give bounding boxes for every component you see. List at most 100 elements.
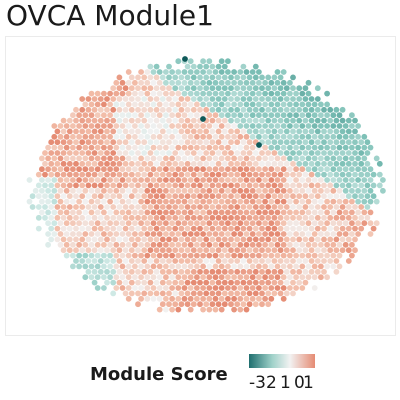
spot	[166, 214, 172, 221]
spot	[225, 209, 231, 216]
spot	[206, 58, 213, 65]
spot	[283, 117, 290, 124]
spot	[283, 290, 290, 297]
spot	[194, 198, 200, 205]
spot	[259, 74, 265, 81]
spot	[280, 274, 287, 281]
spot	[308, 193, 315, 200]
spot	[330, 144, 337, 151]
spot	[293, 241, 299, 248]
spot	[110, 150, 117, 156]
spot	[293, 133, 299, 140]
spot	[274, 112, 281, 119]
spot	[141, 150, 148, 156]
spot	[29, 193, 36, 200]
spot	[311, 155, 318, 162]
spot	[212, 187, 219, 194]
spot	[234, 139, 241, 146]
spot	[240, 290, 247, 297]
spot	[311, 252, 318, 259]
spot	[355, 209, 361, 216]
spot	[63, 209, 70, 216]
spot	[85, 160, 92, 167]
spot	[293, 252, 299, 259]
spot	[82, 166, 89, 173]
spot	[178, 139, 185, 146]
spot	[147, 96, 154, 102]
spot	[212, 177, 219, 183]
spot	[169, 155, 176, 162]
spot	[200, 144, 207, 151]
spot	[97, 236, 104, 243]
spot	[305, 144, 312, 151]
spot	[318, 263, 324, 270]
spot	[305, 209, 312, 216]
spot	[302, 204, 309, 210]
spot	[181, 241, 188, 248]
spot	[132, 274, 138, 281]
spot	[163, 90, 169, 97]
spot	[101, 90, 107, 97]
spot	[324, 209, 330, 216]
spot	[132, 198, 138, 205]
spot	[225, 285, 231, 291]
spot	[302, 193, 309, 200]
spot	[57, 133, 64, 140]
spot	[135, 106, 141, 113]
spot	[141, 74, 148, 81]
spot	[60, 204, 67, 210]
spot	[132, 166, 138, 173]
spot	[128, 160, 135, 167]
spot	[172, 85, 179, 92]
spot	[225, 187, 231, 194]
spot	[287, 155, 293, 162]
spot	[110, 106, 117, 113]
spot	[175, 209, 182, 216]
spot	[361, 187, 368, 194]
spot	[243, 231, 250, 237]
spot	[187, 285, 194, 291]
spot	[215, 214, 222, 221]
spot	[308, 258, 315, 264]
spot	[218, 274, 225, 281]
spot	[249, 220, 256, 227]
spot	[144, 285, 151, 291]
spot	[178, 182, 185, 189]
spot	[172, 301, 179, 308]
spot	[122, 128, 129, 135]
spot	[231, 144, 238, 151]
spot	[135, 139, 141, 146]
spot	[367, 209, 374, 216]
spot	[190, 236, 197, 243]
spot	[314, 171, 321, 178]
spot	[184, 236, 191, 243]
spot	[85, 214, 92, 221]
spot	[104, 117, 110, 124]
spot	[194, 177, 200, 183]
spot	[215, 268, 222, 275]
spot	[82, 263, 89, 270]
spot	[172, 290, 179, 297]
spot	[113, 123, 120, 129]
spot	[299, 133, 306, 140]
spot	[104, 279, 110, 286]
spot	[175, 187, 182, 194]
spot	[181, 220, 188, 227]
spot	[35, 214, 42, 221]
spot	[150, 241, 157, 248]
spot	[153, 258, 160, 264]
spot	[128, 171, 135, 178]
spot	[194, 187, 200, 194]
spot	[327, 182, 334, 189]
spot	[187, 155, 194, 162]
spot	[228, 193, 234, 200]
spot	[35, 171, 42, 178]
spot	[268, 231, 275, 237]
spot	[330, 241, 337, 248]
spot	[243, 252, 250, 259]
spot	[283, 247, 290, 254]
spot	[42, 160, 48, 167]
spot	[321, 247, 327, 254]
spot	[153, 63, 160, 70]
spot	[125, 155, 132, 162]
